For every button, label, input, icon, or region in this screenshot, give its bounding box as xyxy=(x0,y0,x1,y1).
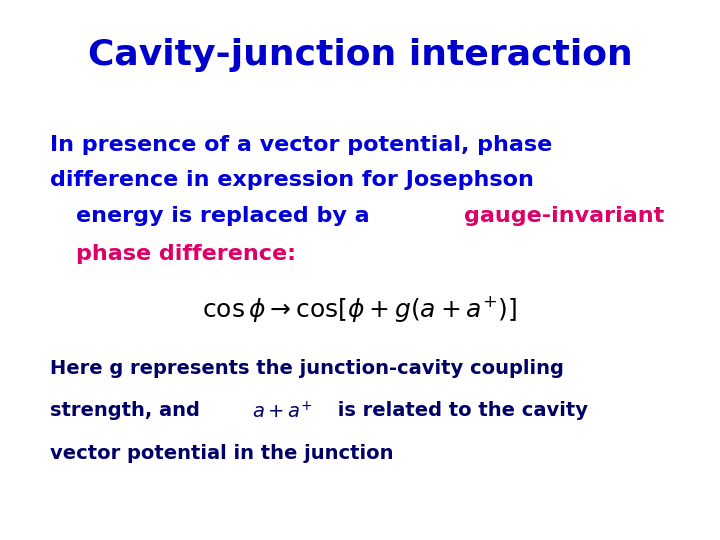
Text: $\cos\phi \rightarrow \cos[\phi + g(a + a^{+})]$: $\cos\phi \rightarrow \cos[\phi + g(a + … xyxy=(202,294,518,325)
Text: energy is replaced by a: energy is replaced by a xyxy=(76,206,377,226)
Text: is related to the cavity: is related to the cavity xyxy=(331,401,588,420)
Text: Cavity-junction interaction: Cavity-junction interaction xyxy=(88,38,632,72)
Text: Here g represents the junction-cavity coupling: Here g represents the junction-cavity co… xyxy=(50,359,564,378)
Text: strength, and: strength, and xyxy=(50,401,207,420)
Text: $a + a^{+}$: $a + a^{+}$ xyxy=(253,401,313,422)
Text: In presence of a vector potential, phase: In presence of a vector potential, phase xyxy=(50,135,553,155)
Text: difference in expression for Josephson: difference in expression for Josephson xyxy=(50,170,534,190)
Text: phase difference:: phase difference: xyxy=(76,244,296,264)
Text: gauge-invariant: gauge-invariant xyxy=(464,206,665,226)
Text: vector potential in the junction: vector potential in the junction xyxy=(50,444,394,463)
